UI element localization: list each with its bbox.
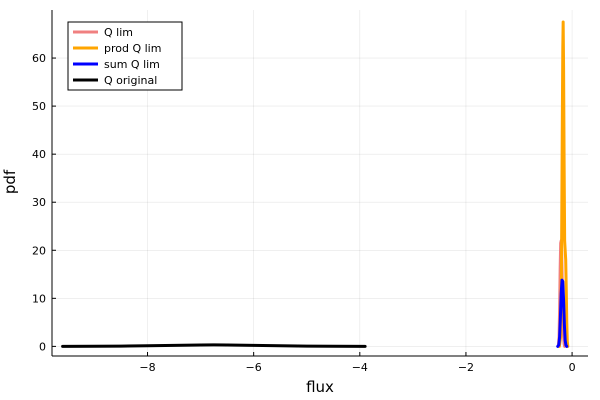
y-tick-label: 10 <box>32 292 46 305</box>
y-tick-label: 20 <box>32 244 46 257</box>
y-tick-label: 50 <box>32 100 46 113</box>
series-line-4 <box>61 343 367 348</box>
y-tick-label: 60 <box>32 52 46 65</box>
x-tick-label: 0 <box>569 361 576 374</box>
x-tick-label: −8 <box>139 361 155 374</box>
y-axis-title: pdf <box>1 169 19 194</box>
x-tick-label: −6 <box>246 361 262 374</box>
y-tick-label: 40 <box>32 148 46 161</box>
legend-label-3: sum Q lim <box>104 58 160 71</box>
series-line-3 <box>556 278 569 348</box>
x-axis-title: flux <box>306 378 334 396</box>
ticks: −8 −6 −4 −2 0 0 10 20 30 40 50 60 <box>32 52 576 374</box>
y-tick-label: 30 <box>32 196 46 209</box>
series-layer <box>61 20 570 348</box>
legend-label-4: Q original <box>104 74 157 87</box>
legend-label-2: prod Q lim <box>104 42 161 55</box>
x-tick-label: −2 <box>458 361 474 374</box>
y-tick-label: 0 <box>39 340 46 353</box>
x-tick-label: −4 <box>352 361 368 374</box>
legend-label-1: Q lim <box>104 26 133 39</box>
legend: Q lim prod Q lim sum Q lim Q original <box>67 21 183 91</box>
series-line-2 <box>557 20 570 348</box>
